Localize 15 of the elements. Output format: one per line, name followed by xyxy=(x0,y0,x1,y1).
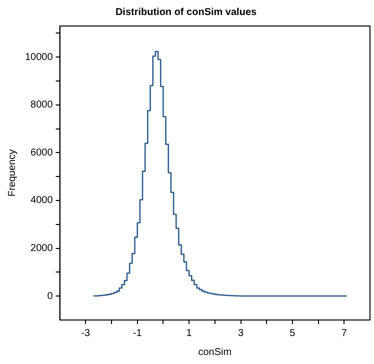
y-tick-label: 6000 xyxy=(30,147,54,158)
x-tick-label: 5 xyxy=(290,328,296,339)
x-axis-title: conSim xyxy=(198,346,232,358)
chart-title: Distribution of conSim values xyxy=(115,6,257,18)
y-tick-label: 4000 xyxy=(30,195,54,206)
y-tick-label: 10000 xyxy=(24,52,54,63)
y-axis-title: Frequency xyxy=(6,149,18,197)
x-tick-label: 1 xyxy=(186,328,192,339)
x-tick-label: -3 xyxy=(81,328,91,339)
x-tick-label: 3 xyxy=(238,328,244,339)
x-tick-label: 7 xyxy=(341,328,348,339)
y-tick-label: 2000 xyxy=(30,243,54,254)
y-tick-label: 0 xyxy=(47,290,54,302)
x-tick-label: -1 xyxy=(132,328,142,339)
y-tick-label: 8000 xyxy=(30,100,54,111)
